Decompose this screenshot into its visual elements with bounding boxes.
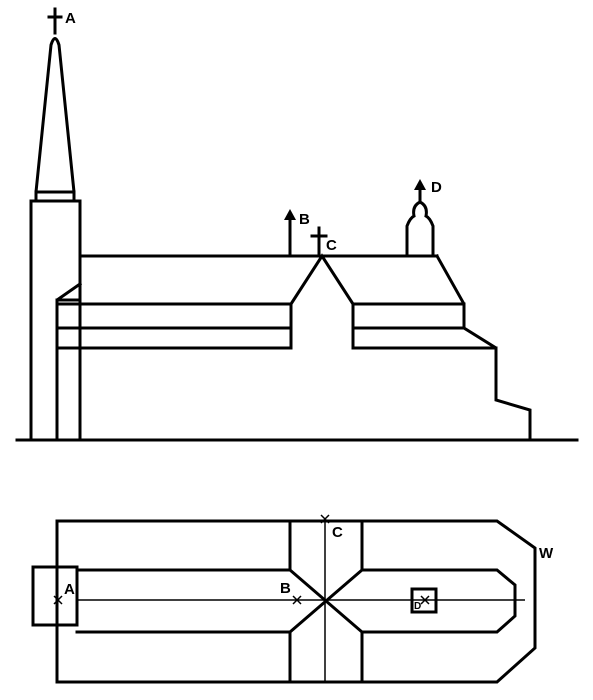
mast-arrowhead bbox=[284, 209, 296, 220]
label-spire-a: A bbox=[65, 10, 76, 27]
plan-view: A B C D W bbox=[31, 514, 554, 684]
plan-outline bbox=[55, 519, 537, 684]
cross-mark-c-icon bbox=[320, 514, 330, 524]
label-mast-b: B bbox=[299, 211, 310, 228]
spire bbox=[34, 37, 76, 203]
bell-turret bbox=[405, 200, 435, 256]
transept-gable bbox=[289, 253, 355, 350]
label-turret-d: D bbox=[431, 179, 442, 196]
cross-mark-a-icon bbox=[53, 595, 63, 605]
label-plan-a: A bbox=[64, 581, 75, 598]
crossing-diagonal-2 bbox=[287, 567, 365, 635]
label-crossing-c: C bbox=[326, 237, 337, 254]
cross-mark-d-icon bbox=[420, 595, 430, 605]
cross-mark-b-icon bbox=[292, 595, 302, 605]
plan-tower bbox=[31, 565, 79, 627]
label-plan-w: W bbox=[539, 545, 554, 562]
label-plan-c: C bbox=[332, 524, 343, 541]
elevation-view: A C B D bbox=[15, 7, 579, 442]
plan-turret bbox=[410, 587, 438, 614]
west-aisle-wall bbox=[55, 281, 83, 442]
chancel-inner-outline bbox=[360, 568, 517, 634]
label-plan-d: D bbox=[414, 601, 421, 612]
turret-arrowhead bbox=[414, 179, 426, 190]
label-plan-b: B bbox=[280, 580, 291, 597]
